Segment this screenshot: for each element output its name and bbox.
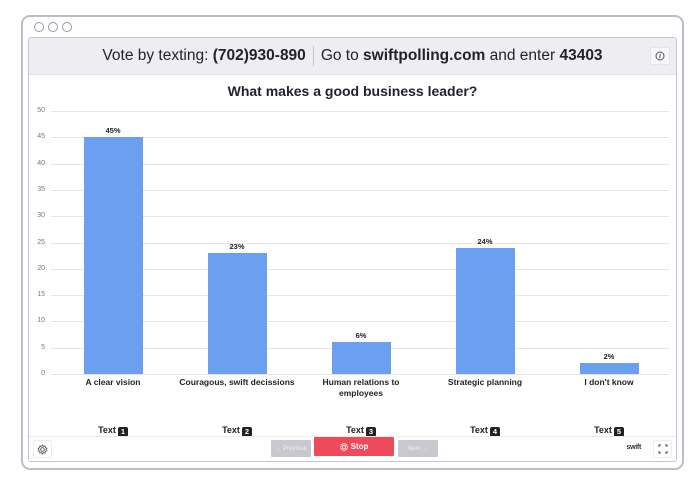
y-axis-tick: 5 — [41, 343, 45, 351]
y-axis-tick: 20 — [37, 264, 45, 272]
settings-button[interactable] — [33, 440, 52, 458]
category-label-line: Human relations to — [322, 377, 400, 387]
bar-value-label: 45% — [105, 126, 121, 136]
gridline — [51, 374, 669, 375]
category-label-line: Strategic planning — [447, 377, 523, 387]
result-bar — [455, 247, 515, 374]
next-button[interactable]: Next → — [398, 440, 438, 457]
answer-number-badge: 4 — [489, 427, 500, 437]
y-axis-tick: 35 — [37, 185, 45, 193]
y-axis-tick: 40 — [37, 159, 45, 167]
y-axis-tick: 30 — [37, 212, 45, 220]
window-control-close[interactable] — [34, 22, 44, 32]
previous-button[interactable]: ← Previous — [271, 440, 311, 457]
app-window: Vote by texting: (702)930-890 Go to swif… — [21, 15, 684, 470]
answer-number-badge: 3 — [365, 427, 376, 437]
category-label-line: A clear vision — [85, 377, 141, 387]
brand-logo: swift — [626, 444, 642, 451]
x-axis-category-label: Strategic planning — [420, 377, 550, 388]
text-code-label: Text 1 — [73, 425, 153, 437]
gridline — [51, 295, 669, 297]
x-axis-category-label: A clear vision — [48, 377, 178, 388]
poll-code: 43403 — [559, 47, 603, 64]
goto-prefix: Go to — [320, 47, 359, 64]
gridline — [51, 163, 669, 165]
gridline — [51, 189, 669, 191]
text-code-label: Text 5 — [569, 425, 649, 437]
category-label-line: employees — [339, 388, 383, 398]
poll-panel: Vote by texting: (702)930-890 Go to swif… — [28, 37, 677, 462]
text-code-word: Text — [222, 425, 240, 435]
text-code-label: Text 3 — [321, 425, 401, 437]
info-button[interactable] — [650, 47, 670, 65]
poll-site: swiftpolling.com — [363, 47, 486, 64]
text-code-word: Text — [470, 425, 488, 435]
voting-instructions-header: Vote by texting: (702)930-890 Go to swif… — [29, 38, 676, 75]
presentation-footer: ← Previous Stop Next → swift — [29, 436, 676, 461]
x-axis-category-label: Human relations to employees — [296, 377, 426, 399]
result-bar — [331, 342, 391, 374]
text-code-word: Text — [98, 425, 116, 435]
y-axis-tick: 15 — [37, 291, 45, 299]
category-label-line: Couragous, swift decissions — [179, 377, 295, 387]
y-axis-tick: 50 — [37, 107, 45, 114]
y-axis-tick: 10 — [37, 317, 45, 325]
answer-number-badge: 2 — [241, 427, 252, 437]
answer-number-badge: 5 — [613, 427, 624, 437]
enter-text: and enter — [489, 47, 556, 64]
category-label-line: I don't know — [584, 377, 634, 387]
info-icon — [655, 51, 665, 61]
answer-number-badge: 1 — [117, 427, 128, 437]
bar-value-label: 23% — [229, 242, 245, 252]
poll-title: What makes a good business leader? — [227, 83, 478, 99]
gridline — [51, 242, 669, 244]
phone-number: (702)930-890 — [212, 47, 306, 64]
gear-icon — [37, 443, 48, 455]
gridline — [51, 216, 669, 218]
x-axis-category-label: Couragous, swift decissions — [172, 377, 302, 388]
result-bar — [579, 363, 639, 374]
gridline — [51, 268, 669, 270]
text-code-label: Text 2 — [197, 425, 277, 437]
results-bar-chart: 0 5 10 15 20 25 30 35 40 45 50 45% A clear vision Tex… — [29, 38, 676, 461]
gridline — [51, 137, 669, 139]
y-axis-tick: 45 — [37, 133, 45, 141]
gridline — [51, 321, 669, 323]
text-code-word: Text — [346, 425, 364, 435]
x-axis-category-label: I don't know — [544, 377, 674, 388]
vote-prefix: Vote by texting: — [102, 47, 209, 64]
stop-label: Stop — [350, 442, 369, 451]
fullscreen-icon — [658, 444, 667, 454]
result-bar — [207, 253, 267, 374]
y-axis-tick: 0 — [41, 370, 45, 377]
y-axis-tick: 25 — [37, 238, 45, 246]
bar-value-label: 2% — [603, 352, 615, 362]
stop-button[interactable]: Stop — [314, 437, 394, 456]
window-control-maximize[interactable] — [62, 22, 72, 32]
result-bar — [83, 137, 143, 374]
text-code-word: Text — [594, 425, 612, 435]
header-divider — [312, 46, 314, 66]
window-control-minimize[interactable] — [48, 22, 58, 32]
fullscreen-button[interactable] — [653, 440, 672, 458]
bar-value-label: 24% — [477, 236, 493, 246]
stop-target-icon — [339, 442, 348, 451]
window-controls — [34, 22, 72, 32]
gridline — [51, 111, 669, 112]
bar-value-label: 6% — [355, 331, 367, 341]
text-code-label: Text 4 — [445, 425, 525, 437]
